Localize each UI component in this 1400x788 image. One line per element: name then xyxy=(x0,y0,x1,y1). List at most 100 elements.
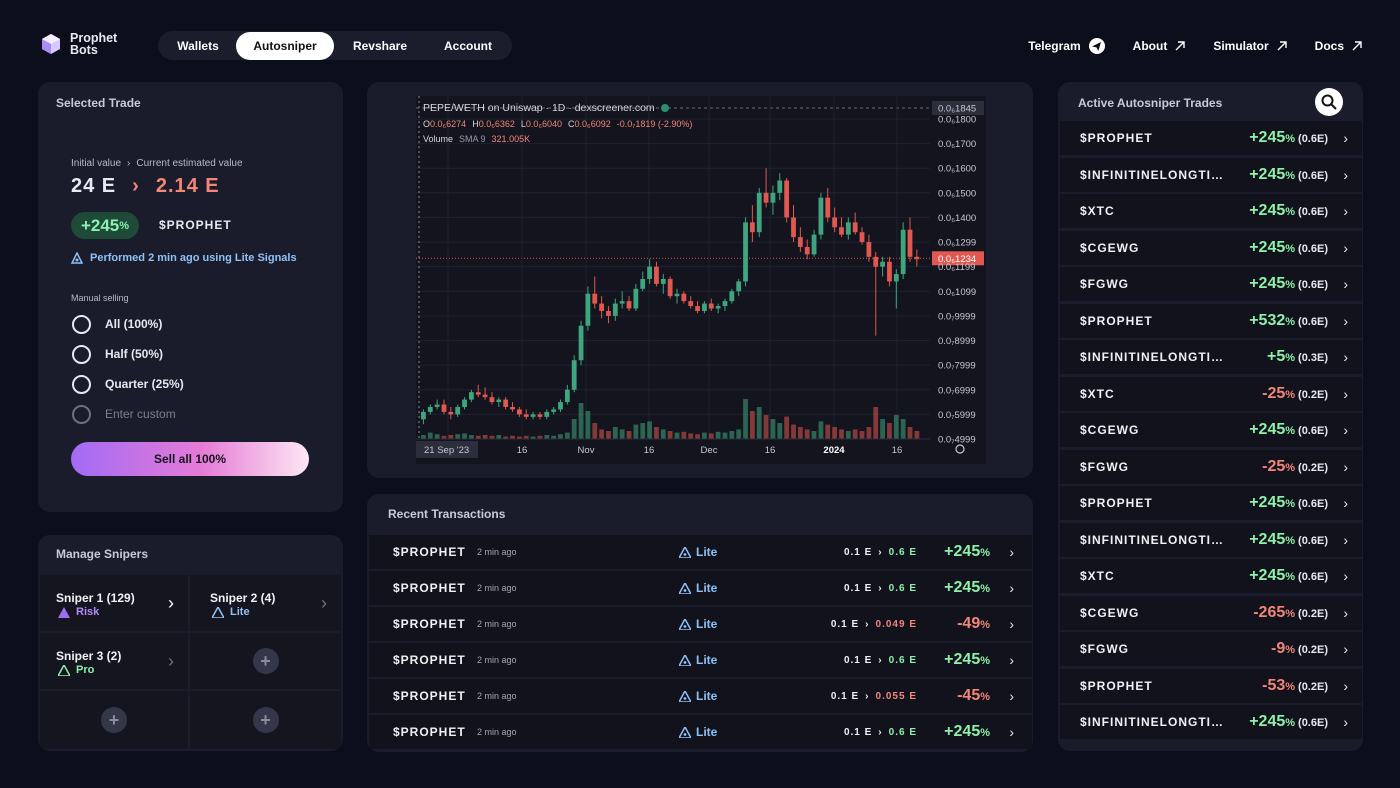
brand-logo[interactable]: Prophet Bots xyxy=(40,32,117,56)
sell-option-all[interactable]: All (100%) xyxy=(72,313,162,335)
active-trade-row[interactable]: $INFINITINELONGTIUMSTOKEN +245%(0.6E) › xyxy=(1060,705,1362,739)
add-sniper-slot[interactable]: + xyxy=(190,691,341,749)
volume-bar xyxy=(900,419,906,439)
chevron-right-icon: › xyxy=(865,690,870,702)
chevron-right-icon: › xyxy=(1343,349,1348,365)
simulator-link[interactable]: Simulator xyxy=(1213,38,1287,54)
sell-option-quarter[interactable]: Quarter (25%) xyxy=(72,373,184,395)
pct-value: +245 xyxy=(944,543,981,560)
custom-amount-input[interactable]: Enter custom xyxy=(72,403,176,425)
chevron-right-icon: › xyxy=(1343,641,1348,657)
chevron-right-icon: › xyxy=(1009,724,1014,740)
tab-autosniper[interactable]: Autosniper xyxy=(236,31,334,60)
pct-unit: % xyxy=(1285,498,1296,510)
sell-all-button[interactable]: Sell all 100% xyxy=(71,442,309,476)
candle-body xyxy=(660,278,666,284)
tab-revshare[interactable]: Revshare xyxy=(352,38,408,53)
risk-icon xyxy=(58,606,70,618)
lite-icon xyxy=(679,726,691,738)
candle-body xyxy=(626,301,632,309)
volume-bar xyxy=(914,431,920,439)
volume-bar xyxy=(852,429,858,439)
tx-to: 0.6 E xyxy=(888,546,917,558)
tx-token: $PROPHET xyxy=(393,581,466,595)
external-arrow-icon xyxy=(1175,41,1186,51)
active-trade-row[interactable]: $XTC +245% (0.6E) › xyxy=(1060,559,1362,593)
chevron-right-icon: › xyxy=(321,593,327,613)
candle-body xyxy=(667,278,673,297)
price-tick-label: 0.0₆1500 xyxy=(938,188,976,199)
sell-option-half[interactable]: Half (50%) xyxy=(72,343,163,365)
active-trade-row[interactable]: $INFINITINELONGTIUMSTOKEN +245%(0.6E) › xyxy=(1060,157,1362,192)
value-labels: Initial value › Current estimated value xyxy=(71,158,243,169)
active-trade-row[interactable]: $XTC -25% (0.2E) › xyxy=(1060,376,1362,411)
about-link[interactable]: About xyxy=(1133,38,1186,54)
trade-amount: (0.6E) xyxy=(1298,498,1328,510)
active-trade-row[interactable]: $FGWG -25% (0.2E) › xyxy=(1060,449,1362,484)
transaction-row[interactable]: $PROPHET 2 min ago Lite 0.1 E › 0.055 E -45% › xyxy=(369,679,1032,713)
tab-account[interactable]: Account xyxy=(444,38,492,53)
active-trade-row[interactable]: $FGWG -9% (0.2E) › xyxy=(1060,632,1362,666)
trade-token: $INFINITINELONGTIUMSTOKEN xyxy=(1080,715,1228,729)
telegram-icon xyxy=(1088,38,1105,54)
lite-icon xyxy=(679,690,691,702)
active-trade-row[interactable]: $PROPHET +532% (0.6E) › xyxy=(1060,303,1362,338)
volume-bar xyxy=(839,429,844,439)
volume-bar xyxy=(708,433,714,439)
active-trade-row[interactable]: $FGWG +245% (0.6E) › xyxy=(1060,267,1362,301)
candle-body xyxy=(873,256,879,267)
tab-wallets[interactable]: Wallets xyxy=(177,38,219,53)
volume-bar xyxy=(845,431,851,439)
volume-bar xyxy=(784,416,790,439)
trade-value: +5% (0.3E) xyxy=(1267,348,1328,366)
active-trade-row[interactable]: $XTC +245% (0.6E) › xyxy=(1060,194,1362,228)
radio-icon xyxy=(72,344,91,364)
pct-value: +245 xyxy=(944,579,981,596)
active-trade-row[interactable]: $CGEWG +245% (0.6E) › xyxy=(1060,230,1362,265)
trade-value: +245% (0.6E) xyxy=(1249,531,1328,549)
tx-to: 0.6 E xyxy=(888,654,917,666)
option-label: Half (50%) xyxy=(105,347,164,361)
active-trade-row[interactable]: $INFINITINELONGTIUMSTOKEN +5%(0.3E) › xyxy=(1060,340,1362,374)
search-button[interactable] xyxy=(1315,88,1343,116)
active-trade-row[interactable]: $CGEWG +245% (0.6E) › xyxy=(1060,413,1362,447)
settings-icon[interactable] xyxy=(955,444,965,454)
candle-body xyxy=(811,234,817,255)
radio-icon xyxy=(72,404,91,424)
lite-icon xyxy=(679,546,691,558)
sniper-card-3[interactable]: Sniper 3 (2) Pro › xyxy=(40,633,188,689)
active-trade-row[interactable]: $PROPHET +245% (0.6E) › xyxy=(1060,121,1362,155)
volume-bar xyxy=(777,423,783,439)
active-trade-row[interactable]: $INFINITINELONGTIUMSTOKEN +245%(0.6E) › xyxy=(1060,522,1362,557)
price-tick-label: 0.0₆1199 xyxy=(938,262,975,273)
sniper-card-2[interactable]: Sniper 2 (4) Lite › xyxy=(190,575,341,631)
active-trade-row[interactable]: $CGEWG -265% (0.2E) › xyxy=(1060,595,1362,630)
x-tick-marker xyxy=(416,441,478,458)
volume-bar xyxy=(503,436,509,439)
transaction-row[interactable]: $PROPHET 2 min ago Lite 0.1 E › 0.049 E -49% › xyxy=(369,607,1032,641)
external-arrow-icon xyxy=(1277,41,1287,51)
pct-value: +245 xyxy=(1249,165,1286,183)
chevron-right-icon: › xyxy=(168,651,174,671)
transaction-row[interactable]: $PROPHET 2 min ago Lite 0.1 E › 0.6 E +245% › xyxy=(369,571,1032,605)
lite-signal-icon xyxy=(71,252,83,264)
trade-amount: (0.6E) xyxy=(1298,279,1328,291)
transaction-row[interactable]: $PROPHET 2 min ago Lite 0.1 E › 0.6 E +245% › xyxy=(369,535,1032,569)
volume-bar xyxy=(811,431,817,439)
mode-label: Lite xyxy=(696,617,718,631)
transaction-row[interactable]: $PROPHET 2 min ago Lite 0.1 E › 0.6 E +245% › xyxy=(369,715,1032,749)
initial-value: 24 E xyxy=(71,175,117,197)
lite-icon xyxy=(212,606,224,618)
sniper-card-1[interactable]: Sniper 1 (129) Risk › xyxy=(40,575,188,631)
active-trade-row[interactable]: $PROPHET -53% (0.2E) › xyxy=(1060,668,1362,703)
pct-value: +245 xyxy=(1249,530,1286,548)
candle-body xyxy=(715,306,721,309)
volume-bar xyxy=(469,435,474,439)
telegram-link[interactable]: Telegram xyxy=(1028,38,1105,54)
docs-link[interactable]: Docs xyxy=(1315,38,1362,54)
add-sniper-slot[interactable]: + xyxy=(190,633,341,689)
transaction-row[interactable]: $PROPHET 2 min ago Lite 0.1 E › 0.6 E +245% › xyxy=(369,643,1032,677)
active-trade-row[interactable]: $PROPHET +245% (0.6E) › xyxy=(1060,486,1362,520)
add-sniper-slot[interactable]: + xyxy=(40,691,188,749)
